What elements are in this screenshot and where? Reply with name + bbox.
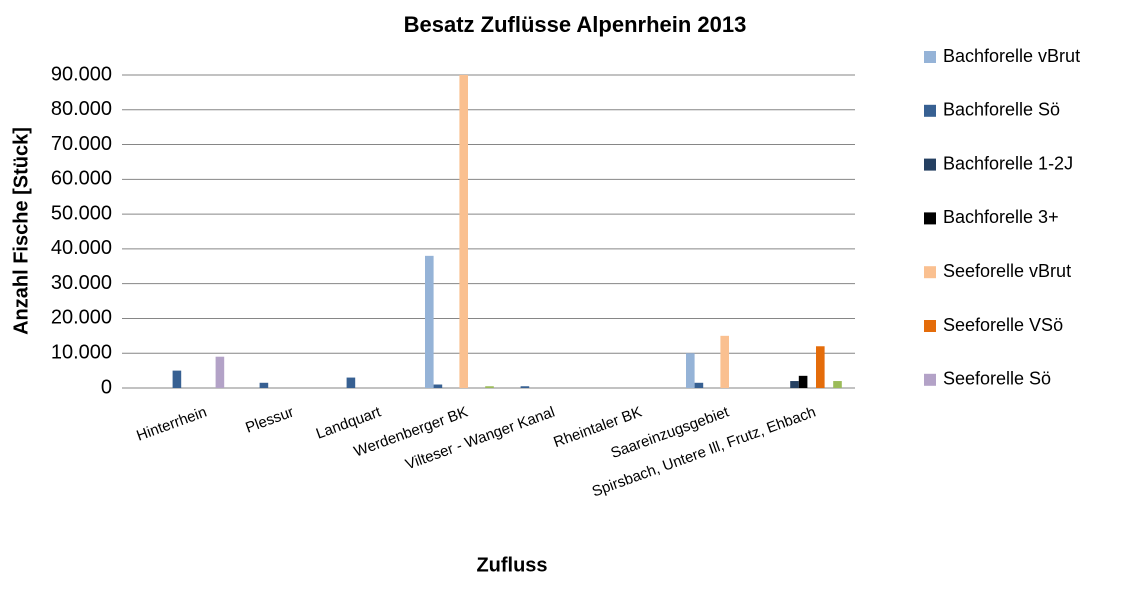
legend-swatch <box>924 373 936 386</box>
legend-label: Bachforelle Sö <box>943 100 1060 120</box>
legend-swatch <box>924 266 936 279</box>
x-tick-label: Plessur <box>243 404 296 437</box>
legend-label: Seeforelle VSö <box>943 315 1063 335</box>
legend-label: Seeforelle Sö <box>943 369 1051 389</box>
legend-swatch <box>924 158 936 171</box>
bar <box>720 335 729 388</box>
x-tick-label: Hinterrhein <box>134 404 209 445</box>
bar <box>833 381 842 388</box>
legend-swatch <box>924 212 936 225</box>
y-tick-label: 0 <box>101 376 112 398</box>
bar <box>686 353 695 388</box>
bar <box>433 384 443 388</box>
bar <box>459 75 468 388</box>
legend-swatch <box>924 320 936 332</box>
y-tick-label: 80.000 <box>51 98 112 120</box>
y-tick-label: 90.000 <box>51 63 112 85</box>
y-tick-label: 40.000 <box>51 237 112 259</box>
bar <box>798 375 808 388</box>
legend-label: Bachforelle vBrut <box>943 46 1080 66</box>
bar <box>485 386 494 388</box>
y-tick-label: 50.000 <box>51 202 112 224</box>
y-tick-label: 20.000 <box>51 307 112 329</box>
chart-title: Besatz Zuflüsse Alpenrhein 2013 <box>404 12 747 37</box>
y-tick-label: 70.000 <box>51 133 112 155</box>
bar <box>259 382 269 388</box>
legend-swatch <box>924 51 936 63</box>
bar <box>215 356 225 388</box>
y-axis-label: Anzahl Fische [Stück] <box>10 127 32 335</box>
y-tick-label: 60.000 <box>51 168 112 190</box>
legend-label: Bachforelle 1-2J <box>943 153 1073 173</box>
legend-label: Seeforelle vBrut <box>943 261 1071 281</box>
bar <box>816 346 825 388</box>
bar <box>790 381 799 388</box>
legend-swatch <box>924 104 936 117</box>
x-axis-label: Zufluss <box>476 554 547 576</box>
bar <box>346 377 356 388</box>
bar <box>520 386 530 388</box>
x-tick-label: Vilteser - Wanger Kanal <box>403 404 557 474</box>
bar <box>172 370 182 388</box>
y-tick-label: 30.000 <box>51 272 112 294</box>
bar <box>694 382 704 388</box>
y-tick-label: 10.000 <box>51 342 112 364</box>
bar <box>425 255 434 388</box>
legend-label: Bachforelle 3+ <box>943 207 1059 227</box>
